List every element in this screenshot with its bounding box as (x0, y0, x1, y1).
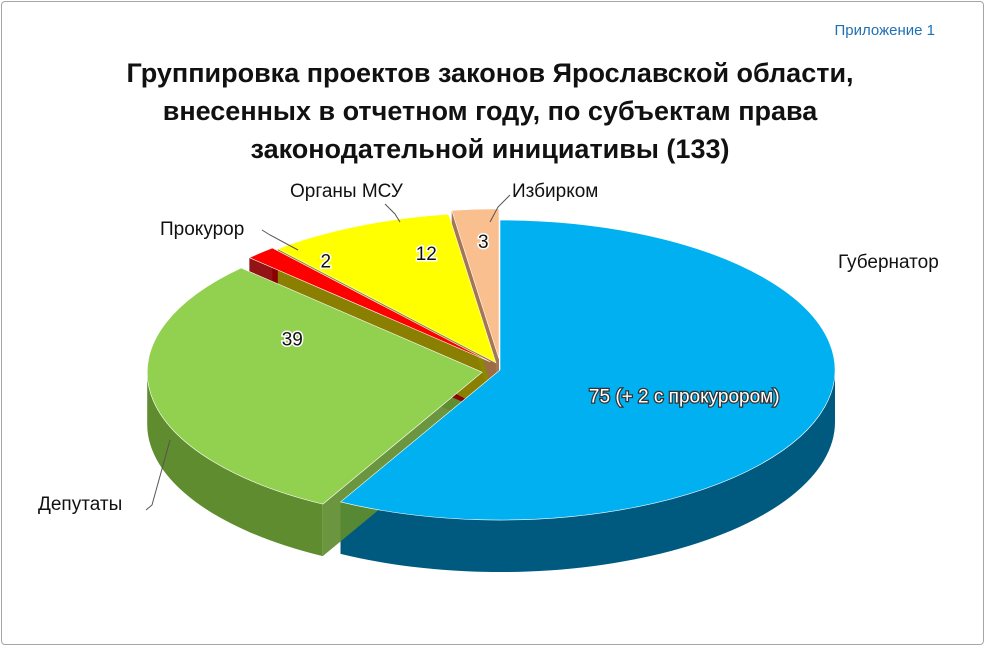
pie-tops (146, 208, 836, 521)
leader-line-2 (261, 229, 299, 251)
leader-line-3 (384, 203, 401, 223)
chart-title-line-2: внесенных в отчетном году, по субъектам … (162, 96, 818, 126)
category-label-3: Органы МСУ (290, 181, 404, 202)
chart-title-line-3: законодательной инициативы (133) (250, 134, 730, 164)
pie-slice-Депутаты (146, 267, 483, 505)
pie-labels: 75 (+ 2 с прокурором) Губернатор 39 Депутат… (38, 181, 939, 515)
pie-slice-Избирком (451, 208, 500, 359)
pie-slice-Прокурор (248, 247, 491, 363)
pie-side-0 (340, 370, 835, 573)
category-label-4: Избирком (512, 181, 598, 202)
value-label-2: 2 (321, 252, 332, 273)
pie-side-1 (147, 372, 323, 557)
category-label-1: Депутаты (38, 494, 122, 515)
chart-title: Группировка проектов законов Ярославской… (60, 54, 920, 168)
value-label-3: 12 (416, 244, 437, 265)
category-label-0: Губернатор (838, 252, 939, 273)
value-label-0: 75 (+ 2 с прокурором) (589, 387, 780, 408)
value-label-1: 39 (282, 330, 303, 351)
category-label-2: Прокурор (160, 219, 244, 240)
pie-slice-Органы МСУ (277, 213, 497, 364)
leader-line-1 (145, 439, 171, 511)
appendix-label: Приложение 1 (834, 22, 936, 39)
chart-title-line-1: Группировка проектов законов Ярославской… (126, 58, 854, 88)
value-label-4: 3 (478, 232, 489, 253)
leader-line-4 (489, 194, 511, 223)
pie-slice-Губернатор (339, 219, 836, 521)
